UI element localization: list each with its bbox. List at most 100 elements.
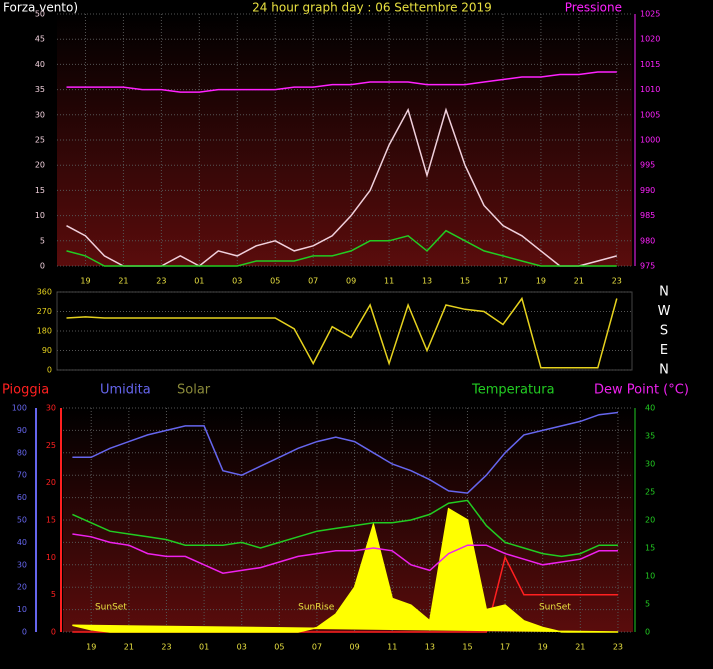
x-tick-label: 19 [536, 277, 546, 286]
y-tick-label: 35 [35, 85, 45, 94]
y2-tick-label: 5 [645, 600, 650, 609]
y2-tick-label: 15 [645, 544, 655, 553]
y2-tick-label: 1010 [640, 85, 660, 94]
x-tick-label: 19 [80, 277, 90, 286]
y2-tick-label: 1000 [640, 136, 660, 145]
y-tick-label: 270 [37, 307, 52, 316]
legend-label: Pioggia [2, 383, 49, 398]
y2-tick-label: 975 [640, 262, 655, 271]
x-tick-label: 23 [161, 643, 171, 652]
x-tick-label: 07 [312, 643, 322, 652]
y-tick-label: 100 [12, 404, 27, 413]
x-tick-label: 23 [156, 277, 166, 286]
y-tick-label: 5 [40, 236, 45, 245]
y-tick-label: 70 [17, 471, 27, 480]
x-tick-label: 19 [86, 643, 96, 652]
legend-label: Solar [177, 383, 211, 398]
y-tick-label: 40 [17, 538, 27, 547]
x-tick-label: 21 [575, 643, 585, 652]
x-tick-label: 11 [384, 277, 394, 286]
y-tick-label: 80 [17, 448, 27, 457]
y2-tick-label: 980 [640, 236, 655, 245]
y2-tick-label: 995 [640, 161, 655, 170]
y-tick-label: 10 [35, 211, 45, 220]
y3-tick-label: 15 [46, 516, 56, 525]
y3-tick-label: 10 [46, 553, 56, 562]
x-tick-label: 05 [270, 277, 280, 286]
y-tick-label: 30 [17, 560, 27, 569]
x-tick-label: 11 [387, 643, 397, 652]
line [72, 533, 618, 574]
x-tick-label: 23 [613, 643, 623, 652]
x-tick-label: 17 [498, 277, 508, 286]
y2-axis-label: Pressione [565, 1, 622, 15]
y-tick-label: 360 [37, 288, 52, 297]
y-tick-label: 0 [47, 366, 52, 375]
y3-tick-label: 20 [46, 478, 56, 487]
y-tick-label: 25 [35, 136, 45, 145]
y3-tick-label: 0 [51, 628, 56, 637]
x-tick-label: 07 [308, 277, 318, 286]
y-tick-label: 40 [35, 60, 45, 69]
y2-tick-label: 1020 [640, 35, 660, 44]
y-tick-label: 45 [35, 35, 45, 44]
x-tick-label: 17 [500, 643, 510, 652]
y2-tick-label: 985 [640, 211, 655, 220]
y2-tick-label: 25 [645, 488, 655, 497]
y2-tick-label: 1025 [640, 10, 660, 19]
x-tick-label: 23 [612, 277, 622, 286]
y2-tick-label: 40 [645, 404, 655, 413]
y-tick-label: 60 [17, 493, 27, 502]
y-tick-label: 180 [37, 327, 52, 336]
y2-tick-label: 1005 [640, 110, 660, 119]
y-tick-label: 20 [35, 161, 45, 170]
line [66, 229, 617, 267]
plot-area [56, 291, 633, 371]
y-tick-label: 0 [40, 262, 45, 271]
y3-tick-label: 30 [46, 404, 56, 413]
x-tick-label: 15 [462, 643, 472, 652]
annotation: SunRise [298, 603, 335, 613]
area [72, 507, 619, 633]
x-tick-label: 05 [274, 643, 284, 652]
y2-tick-label: S [660, 324, 668, 339]
y2-tick-label: N [659, 363, 669, 378]
line [66, 296, 618, 369]
y-tick-label: 0 [22, 628, 27, 637]
annotation: SunSet [95, 603, 127, 613]
y-tick-label: 30 [35, 110, 45, 119]
x-tick-label: 03 [237, 643, 247, 652]
y2-tick-label: 30 [645, 460, 655, 469]
legend-label: Dew Point (°C) [594, 383, 689, 398]
plot-area [57, 14, 632, 266]
legend-label: Temperatura [471, 383, 555, 398]
x-tick-label: 09 [346, 277, 356, 286]
line [66, 71, 617, 93]
y2-tick-label: N [659, 285, 669, 300]
y-tick-label: 10 [17, 605, 27, 614]
x-tick-label: 15 [460, 277, 470, 286]
y2-tick-label: 990 [640, 186, 655, 195]
x-tick-label: 13 [425, 643, 435, 652]
x-tick-label: 09 [349, 643, 359, 652]
y2-tick-label: 0 [645, 628, 650, 637]
x-tick-label: 21 [124, 643, 134, 652]
y3-tick-label: 25 [46, 441, 56, 450]
y2-tick-label: 1015 [640, 60, 660, 69]
y-tick-label: 50 [35, 10, 45, 19]
annotation: SunSet [539, 603, 571, 613]
line [72, 499, 618, 558]
y2-tick-label: E [660, 343, 668, 358]
y-axis-label: Forza vento) [3, 1, 78, 15]
line [72, 411, 619, 494]
chart-title: 24 hour graph day : 06 Settembre 2019 [252, 1, 492, 15]
x-tick-label: 13 [422, 277, 432, 286]
y2-tick-label: 10 [645, 572, 655, 581]
x-tick-label: 03 [232, 277, 242, 286]
legend-label: Umidita [100, 383, 151, 398]
y-tick-label: 50 [17, 516, 27, 525]
y2-tick-label: W [658, 304, 671, 319]
y-tick-label: 20 [17, 583, 27, 592]
y-tick-label: 15 [35, 186, 45, 195]
